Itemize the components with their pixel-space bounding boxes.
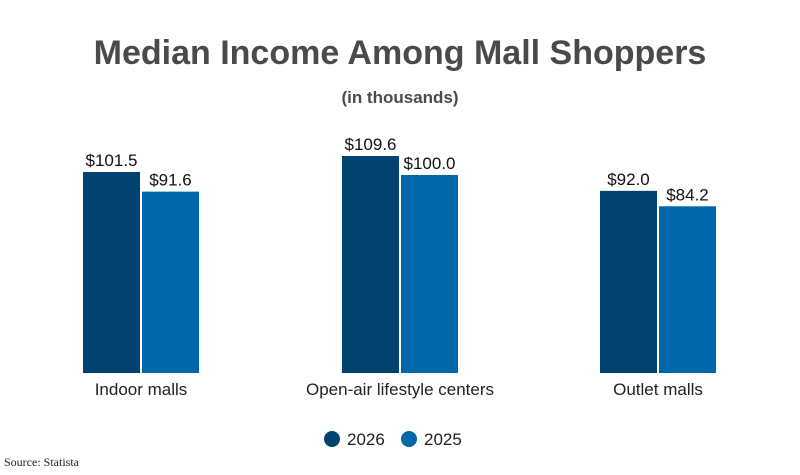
bar-2025-2 (659, 206, 716, 373)
bar-2025-0 (142, 191, 199, 373)
bar-2026-2 (600, 190, 657, 373)
data-label-2026-2: $92.0 (607, 170, 650, 189)
bar-2025-1 (401, 175, 458, 373)
bar-2026-1 (342, 156, 399, 373)
category-label-0: Indoor malls (95, 380, 188, 399)
legend-label-2025: 2025 (424, 430, 462, 449)
chart-title: Median Income Among Mall Shoppers (93, 34, 707, 72)
legend-label-2026: 2026 (347, 430, 385, 449)
source-note: Source: Statista (4, 455, 79, 469)
category-label-1: Open-air lifestyle centers (306, 380, 494, 399)
category-label-2: Outlet malls (613, 380, 703, 399)
data-label-2025-2: $84.2 (666, 185, 709, 204)
data-label-2026-0: $101.5 (86, 151, 138, 170)
data-label-2026-1: $109.6 (345, 135, 397, 154)
data-label-2025-1: $100.0 (404, 154, 456, 173)
legend-marker-2026 (324, 431, 340, 447)
chart-subtitle: (in thousands) (341, 88, 459, 107)
data-label-2025-0: $91.6 (149, 171, 192, 190)
legend-marker-2025 (401, 431, 417, 447)
bar-2026-0 (83, 172, 140, 373)
